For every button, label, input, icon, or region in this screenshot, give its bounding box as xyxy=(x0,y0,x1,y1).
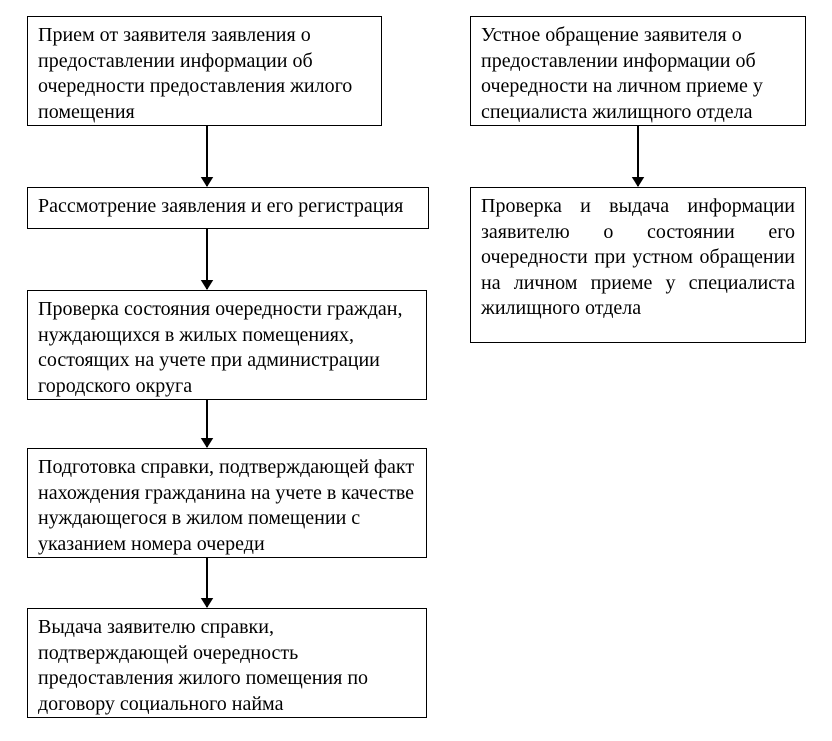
flow-edge xyxy=(195,126,219,187)
flow-node-label: Рассмотрение заявления и его регистрация xyxy=(38,194,403,220)
flow-node-oral-request: Устное обращение заявителя о предоставле… xyxy=(470,16,806,126)
flow-node-oral-response: Проверка и выдача информации заявителю о… xyxy=(470,187,806,343)
flow-node-label: Прием от заявителя заявления о предостав… xyxy=(38,23,371,125)
flow-node-issue-cert: Выдача заявителю справки, подтверждающей… xyxy=(27,608,427,718)
flowchart-stage: Прием от заявителя заявления о предостав… xyxy=(0,0,832,741)
flow-node-label: Проверка и выдача информации заявителю о… xyxy=(481,194,795,322)
flow-edge xyxy=(195,558,219,608)
flow-node-intake: Прием от заявителя заявления о предостав… xyxy=(27,16,382,126)
flow-node-check-queue: Проверка состояния очередности граждан, … xyxy=(27,290,427,400)
flow-edge xyxy=(195,229,219,290)
flow-node-label: Устное обращение заявителя о предоставле… xyxy=(481,23,795,125)
flow-node-label: Выдача заявителю справки, подтверждающей… xyxy=(38,615,416,717)
flow-node-prepare-cert: Подготовка справки, подтверждающей факт … xyxy=(27,448,427,558)
flow-edge xyxy=(626,126,650,187)
flow-node-label: Проверка состояния очередности граждан, … xyxy=(38,297,416,399)
flow-node-label: Подготовка справки, подтверждающей факт … xyxy=(38,455,416,557)
flow-node-review: Рассмотрение заявления и его регистрация xyxy=(27,187,429,229)
flow-edge xyxy=(195,400,219,448)
